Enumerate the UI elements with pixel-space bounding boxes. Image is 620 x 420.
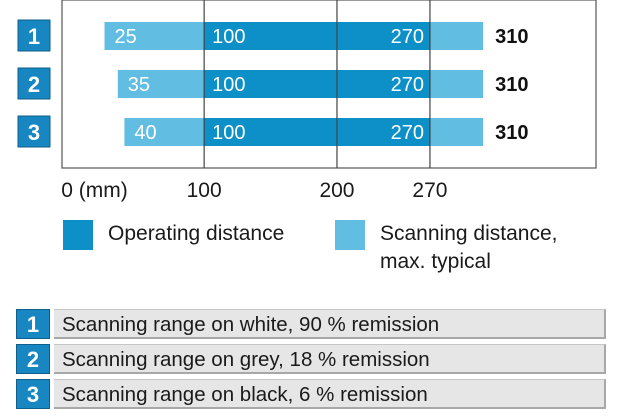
row-badge: [17, 67, 51, 100]
scanning-end-label: 310: [495, 26, 528, 48]
legend-label-operating: Operating distance: [108, 222, 285, 245]
row-number-badge: 1: [16, 309, 50, 339]
scanning-start-label: 40: [134, 122, 156, 144]
legend-item-operating: Operating distance: [63, 220, 284, 250]
x-axis-tick-labels: 0 (mm) 100 200 270: [61, 179, 447, 202]
row-badges: 1 2 3: [17, 19, 51, 148]
operating-start-label: 100: [212, 122, 245, 144]
scanning-end-label: 310: [495, 122, 528, 144]
legend-label-scanning: Scanning distance, max. typical: [380, 222, 558, 273]
operating-start-label: 100: [212, 74, 245, 96]
operating-distance-bar: [204, 70, 430, 98]
x-tick-label: 270: [412, 179, 447, 202]
x-tick-label: 0 (mm): [61, 179, 128, 202]
table-row: 3 Scanning range on black, 6 % remission: [16, 379, 606, 409]
row-number-badge: 3: [16, 379, 50, 409]
legend-swatch-operating: [63, 220, 93, 250]
scanning-end-label: 310: [495, 74, 528, 96]
scanning-start-label: 25: [115, 26, 137, 48]
table-row: 2 Scanning range on grey, 18 % remission: [16, 344, 606, 374]
operating-distance-bar: [204, 22, 430, 50]
operating-end-label: 270: [391, 122, 424, 144]
operating-end-label: 270: [391, 74, 424, 96]
operating-end-label: 270: [391, 26, 424, 48]
operating-start-label: 100: [212, 26, 245, 48]
row-badge-label: 1: [28, 24, 40, 49]
table-row: 1 Scanning range on white, 90 % remissio…: [16, 309, 606, 339]
scanning-start-label: 35: [128, 74, 150, 96]
row-badge: [17, 19, 51, 52]
row-description: Scanning range on black, 6 % remission: [54, 379, 606, 409]
bars: 25 100 270 310 35 100 270 310 40 100 270 310: [104, 22, 528, 146]
row-badge-label: 3: [28, 120, 40, 145]
legend-item-scanning: Scanning distance, max. typical: [335, 220, 557, 276]
row-badge-label: 2: [28, 72, 40, 97]
row-number-badge: 2: [16, 344, 50, 374]
x-tick-label: 200: [319, 179, 354, 202]
x-tick-label: 100: [187, 179, 222, 202]
row-description: Scanning range on grey, 18 % remission: [54, 344, 606, 374]
row-description: Scanning range on white, 90 % remission: [54, 309, 606, 339]
legend-swatch-scanning: [335, 220, 365, 250]
legend-table: 1 Scanning range on white, 90 % remissio…: [16, 309, 606, 414]
row-badge: [17, 115, 51, 148]
operating-distance-bar: [204, 118, 430, 146]
range-chart: 25 100 270 310 35 100 270 310 40 100 270 310 1 2 3 0 …: [17, 0, 597, 202]
